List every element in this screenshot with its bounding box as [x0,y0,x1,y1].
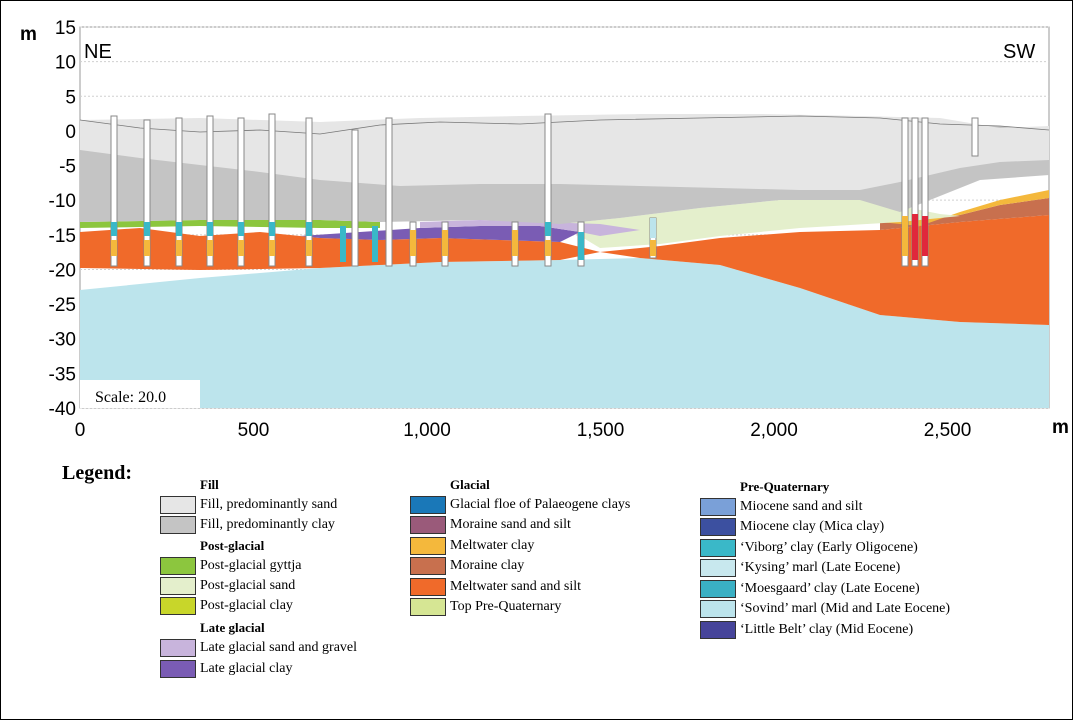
x-axis-unit: m [1052,417,1069,438]
sw-label: SW [1003,41,1035,63]
borehole [175,117,183,267]
y-tick-label: -25 [49,295,76,316]
legend-group-glacial: Glacial [450,477,490,492]
legend-group-pre-quaternary: Pre-Quaternary [740,479,830,494]
geological-cross-section: m m [20,18,1069,441]
y-tick-label: -20 [49,260,76,281]
borehole [901,117,909,267]
stratum-meltwater-clay [880,190,1049,226]
ne-label: NE [84,41,112,63]
scale-text: Scale: 20.0 [95,389,166,406]
y-axis-ticks: 15 10 5 0 -5 -10 -15 -20 -25 -30 -35 -40 [49,18,76,420]
borehole [268,113,276,267]
borehole [971,117,979,157]
y-tick-label: -35 [49,364,76,385]
y-tick-label: -5 [59,157,76,178]
borehole [544,113,552,267]
borehole [143,119,151,267]
x-tick-label: 1,500 [577,420,625,441]
legend-group-post-glacial: Post-glacial [200,538,265,553]
x-tick-label: 2,500 [924,420,972,441]
x-axis-ticks: 0 500 1,000 1,500 2,000 2,500 [75,420,972,441]
borehole [305,117,313,267]
x-tick-label: 0 [75,420,86,441]
stratum-meltwater-sand-silt [600,215,1049,325]
legend-title: Legend: [62,462,132,484]
boreholes [110,113,979,267]
stratum-fill-sand [80,114,1049,190]
legend-group-fill: Fill [200,477,219,492]
borehole [237,117,245,267]
scale-box [80,380,200,408]
borehole [385,117,393,267]
x-tick-label: 500 [238,420,270,441]
stratum-post-glacial-sand [560,200,960,248]
y-tick-label: -30 [49,330,76,351]
borehole [206,115,214,267]
borehole [110,115,118,267]
legend-group-late-glacial: Late glacial [200,620,265,635]
y-tick-label: 0 [65,122,76,143]
y-tick-label: -10 [49,191,76,212]
y-axis-unit: m [20,24,37,45]
strata [79,114,1050,408]
stratum-late-glacial-sand [420,220,640,236]
y-tick-label: -15 [49,226,76,247]
borehole [921,117,929,267]
y-tick-label: 10 [55,53,76,74]
x-tick-label: 2,000 [750,420,798,441]
y-tick-label: 5 [65,87,76,108]
stratum-post-glacial-gyttja [80,220,380,228]
stratum-sovind-marl [80,258,1049,408]
borehole [351,129,359,267]
y-tick-label: 15 [55,18,76,39]
x-tick-label: 1,000 [403,420,451,441]
stratum-late-glacial-clay [300,226,580,242]
borehole [911,117,919,267]
y-tick-label: -40 [49,399,76,420]
